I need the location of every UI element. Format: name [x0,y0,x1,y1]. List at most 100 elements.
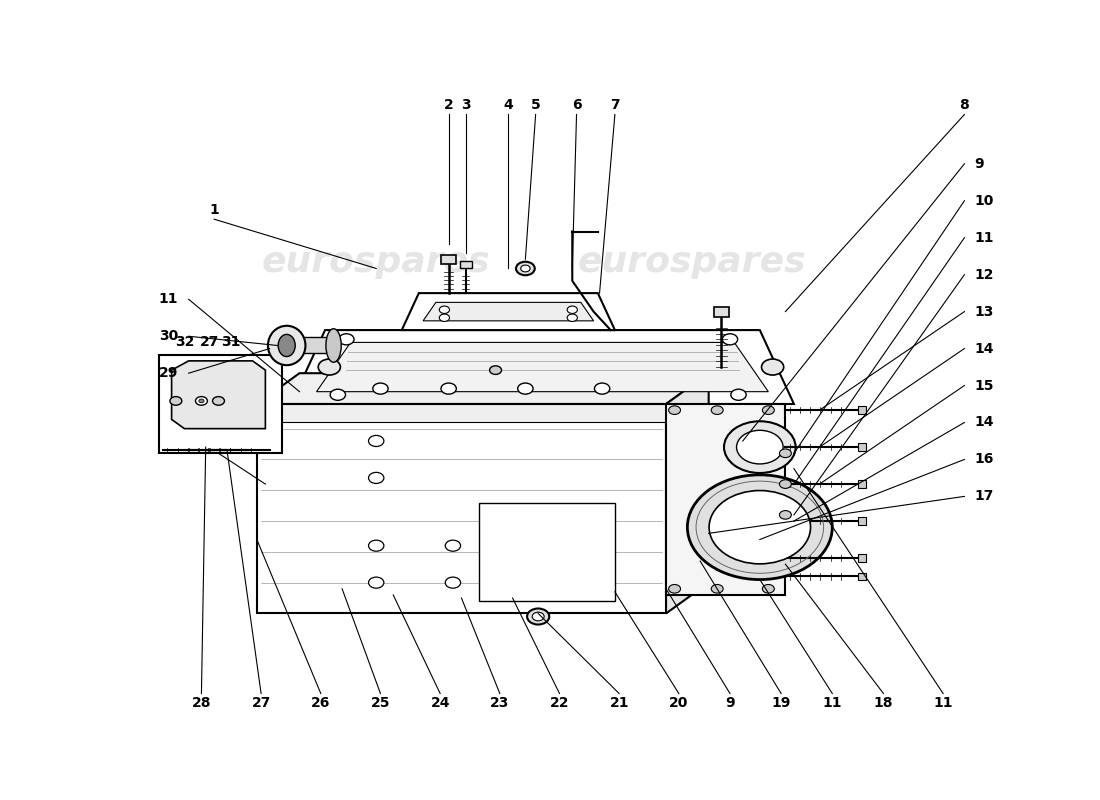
Text: eurospares: eurospares [578,479,806,514]
Text: 29: 29 [160,366,178,380]
Polygon shape [858,573,867,580]
Text: 21: 21 [609,696,629,710]
Polygon shape [287,338,333,354]
Circle shape [368,472,384,483]
Text: 11: 11 [975,230,994,245]
Text: 20: 20 [669,696,689,710]
Text: 11: 11 [934,696,953,710]
Polygon shape [478,502,615,601]
Text: 22: 22 [550,696,569,710]
Polygon shape [172,361,265,429]
Polygon shape [858,480,867,488]
Circle shape [710,490,811,564]
Text: 31: 31 [221,335,241,350]
Text: 2: 2 [443,98,453,112]
Circle shape [199,399,204,402]
Text: 28: 28 [191,696,211,710]
Text: 23: 23 [491,696,509,710]
Circle shape [520,265,530,272]
Polygon shape [441,255,456,263]
Circle shape [527,609,549,625]
Polygon shape [714,306,729,317]
Circle shape [780,449,791,458]
Text: 8: 8 [959,98,969,112]
Circle shape [439,306,450,314]
Circle shape [368,435,384,446]
Circle shape [516,262,535,275]
Circle shape [594,383,609,394]
Circle shape [712,406,723,414]
Circle shape [762,585,774,593]
Text: 7: 7 [610,98,619,112]
Polygon shape [858,554,867,562]
Text: 10: 10 [975,194,994,208]
Circle shape [712,585,723,593]
Text: 9: 9 [725,696,735,710]
Polygon shape [257,404,666,614]
Polygon shape [402,293,615,330]
Circle shape [368,577,384,588]
Polygon shape [460,261,472,269]
Ellipse shape [326,329,341,362]
Polygon shape [317,342,768,392]
Circle shape [330,390,345,400]
Polygon shape [257,373,708,404]
Polygon shape [666,404,785,595]
Text: 5: 5 [530,98,540,112]
Polygon shape [158,354,283,454]
Text: 3: 3 [461,98,471,112]
Circle shape [439,314,450,322]
Text: 26: 26 [311,696,330,710]
Circle shape [723,334,738,345]
Text: 30: 30 [160,330,178,343]
Circle shape [669,585,681,593]
Circle shape [373,383,388,394]
Circle shape [169,397,182,406]
Circle shape [490,366,502,374]
Polygon shape [257,404,666,422]
Text: 11: 11 [158,292,178,306]
Text: 14: 14 [975,342,994,355]
Text: 27: 27 [252,696,271,710]
Ellipse shape [278,334,295,357]
Text: 24: 24 [430,696,450,710]
Text: 27: 27 [200,335,220,350]
Text: 11: 11 [823,696,842,710]
Circle shape [780,480,791,488]
Text: 15: 15 [975,378,994,393]
Circle shape [780,510,791,519]
Text: 16: 16 [975,453,994,466]
Circle shape [669,406,681,414]
Circle shape [761,359,783,375]
Circle shape [762,406,774,414]
Circle shape [446,540,461,551]
Text: eurospares: eurospares [578,246,806,279]
Circle shape [368,540,384,551]
Text: 1: 1 [209,203,219,217]
Circle shape [730,390,746,400]
Circle shape [532,612,544,621]
Text: eurospares: eurospares [262,479,491,514]
Text: 19: 19 [771,696,791,710]
Text: 17: 17 [975,490,994,503]
Circle shape [724,422,795,473]
Circle shape [318,359,340,375]
Polygon shape [858,406,867,414]
Text: 4: 4 [504,98,514,112]
Circle shape [446,577,461,588]
Polygon shape [290,330,794,404]
Text: 13: 13 [975,305,994,318]
Text: 12: 12 [975,268,994,282]
Text: 9: 9 [975,157,984,170]
Circle shape [441,383,456,394]
Polygon shape [858,443,867,451]
Circle shape [339,334,354,345]
Circle shape [568,314,578,322]
Text: 32: 32 [175,335,194,350]
Circle shape [568,306,578,314]
Text: eurospares: eurospares [262,246,491,279]
Circle shape [737,430,783,464]
Ellipse shape [268,326,306,365]
Circle shape [688,475,833,579]
Text: 6: 6 [572,98,581,112]
